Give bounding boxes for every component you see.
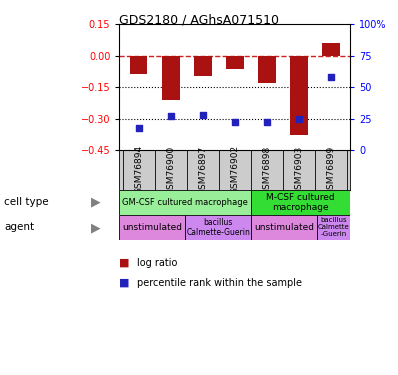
- Bar: [290, 56, 308, 135]
- Bar: [194, 56, 212, 76]
- Text: unstimulated: unstimulated: [254, 223, 314, 232]
- Bar: [322, 43, 340, 56]
- Point: [264, 120, 270, 126]
- Text: bacillus
Calmette-Guerin: bacillus Calmette-Guerin: [186, 218, 250, 237]
- Bar: [119, 190, 251, 215]
- Text: GSM76898: GSM76898: [262, 145, 271, 195]
- Bar: [130, 56, 147, 74]
- Text: ■: ■: [119, 258, 130, 267]
- Text: GSM76899: GSM76899: [326, 145, 336, 195]
- Text: M-CSF cultured
macrophage: M-CSF cultured macrophage: [267, 193, 335, 212]
- Text: GSM76897: GSM76897: [198, 145, 207, 195]
- Text: agent: agent: [4, 222, 34, 232]
- Text: GSM76903: GSM76903: [295, 145, 303, 195]
- Text: ▶: ▶: [91, 196, 100, 209]
- Bar: [251, 190, 350, 215]
- Point: [232, 120, 238, 126]
- Text: ▶: ▶: [91, 221, 100, 234]
- Text: GSM76902: GSM76902: [230, 146, 239, 195]
- Bar: [317, 215, 350, 240]
- Point: [328, 74, 334, 80]
- Text: GM-CSF cultured macrophage: GM-CSF cultured macrophage: [123, 198, 248, 207]
- Text: GDS2180 / AGhsA071510: GDS2180 / AGhsA071510: [119, 13, 279, 26]
- Point: [135, 124, 142, 130]
- Text: unstimulated: unstimulated: [122, 223, 182, 232]
- Text: bacillus
Calmette
-Guerin: bacillus Calmette -Guerin: [318, 217, 349, 237]
- Text: GSM76900: GSM76900: [166, 145, 175, 195]
- Point: [168, 113, 174, 119]
- Bar: [162, 56, 179, 100]
- Bar: [119, 215, 185, 240]
- Bar: [258, 56, 276, 83]
- Bar: [226, 56, 244, 69]
- Text: percentile rank within the sample: percentile rank within the sample: [137, 278, 302, 288]
- Point: [199, 112, 206, 118]
- Bar: [251, 215, 317, 240]
- Text: ■: ■: [119, 278, 130, 288]
- Text: cell type: cell type: [4, 197, 49, 207]
- Bar: [185, 215, 251, 240]
- Point: [296, 116, 302, 122]
- Text: log ratio: log ratio: [137, 258, 178, 267]
- Text: GSM76894: GSM76894: [134, 146, 143, 195]
